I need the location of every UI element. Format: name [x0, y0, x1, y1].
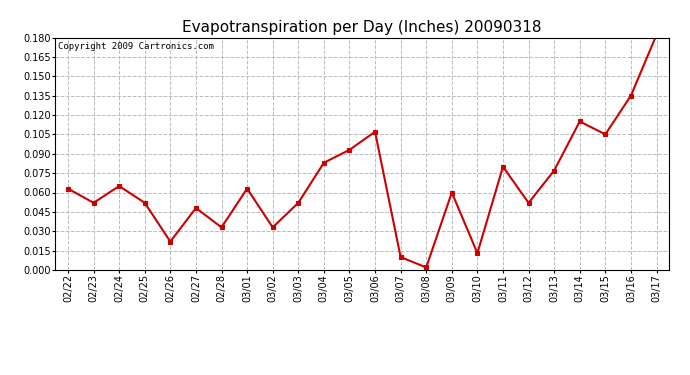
Title: Evapotranspiration per Day (Inches) 20090318: Evapotranspiration per Day (Inches) 2009… — [182, 20, 542, 35]
Text: Copyright 2009 Cartronics.com: Copyright 2009 Cartronics.com — [58, 42, 214, 51]
